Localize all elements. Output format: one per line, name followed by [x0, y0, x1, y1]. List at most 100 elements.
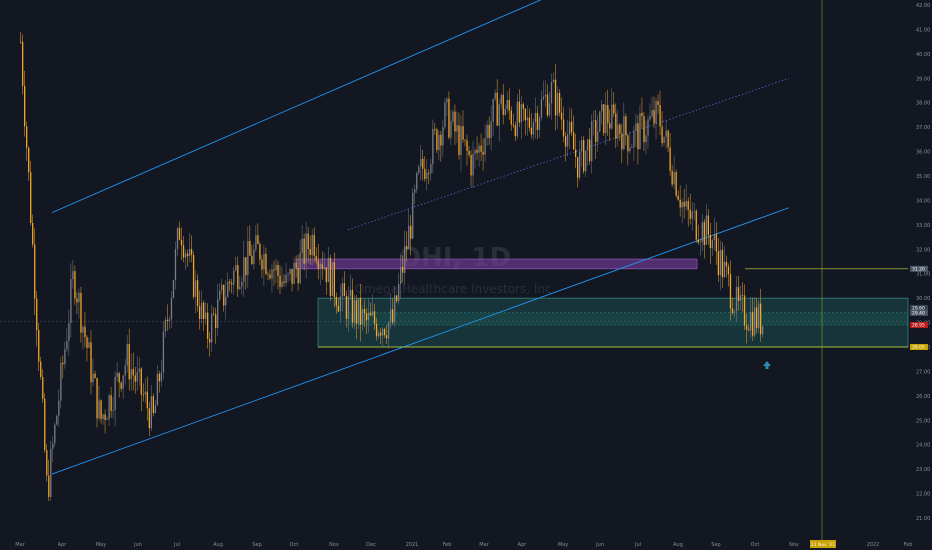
- candle: [32, 214, 34, 248]
- candle: [339, 284, 342, 324]
- candle: [207, 303, 209, 349]
- candle: [361, 305, 364, 331]
- candle: [508, 88, 510, 120]
- candle: [478, 142, 480, 168]
- candle: [603, 103, 605, 136]
- candle: [279, 265, 281, 295]
- price-tag: 28.00: [910, 344, 928, 351]
- price-tag: 31.20: [910, 265, 928, 272]
- y-tick-label: 36.00: [916, 150, 930, 156]
- candle: [144, 378, 146, 404]
- candle: [530, 112, 533, 139]
- y-tick-label: 31.00: [916, 272, 930, 278]
- candle: [589, 128, 591, 165]
- channel-upper-line: [51, 0, 542, 214]
- candle: [88, 337, 90, 349]
- candle: [544, 80, 547, 108]
- candle: [357, 297, 360, 329]
- candle: [731, 297, 734, 316]
- y-tick-label: 26.00: [916, 394, 930, 400]
- candle: [705, 204, 707, 245]
- x-tick-label: May: [558, 542, 568, 548]
- candle: [506, 91, 508, 114]
- candle: [418, 164, 420, 176]
- candle: [713, 217, 716, 251]
- candle: [514, 121, 516, 141]
- candle: [257, 223, 259, 245]
- candle: [570, 108, 573, 137]
- x-tick-label: Aug: [213, 542, 223, 548]
- candle: [162, 321, 165, 380]
- candle: [311, 228, 313, 266]
- candle: [231, 278, 233, 294]
- candle: [98, 385, 100, 421]
- candle: [653, 96, 655, 129]
- candle: [454, 104, 456, 146]
- watermark-company-name: Omega Healthcare Investors, Inc.: [355, 282, 556, 296]
- candle: [655, 97, 657, 140]
- candle: [377, 329, 380, 339]
- candle: [615, 103, 617, 148]
- candle: [383, 327, 386, 338]
- candle: [458, 112, 460, 160]
- candle: [68, 309, 70, 356]
- candle: [408, 209, 410, 250]
- candle: [677, 190, 679, 201]
- candle: [341, 278, 344, 312]
- candle: [442, 120, 444, 157]
- candle: [709, 222, 712, 264]
- candle: [550, 73, 553, 120]
- candle: [273, 260, 275, 286]
- y-axis[interactable]: 42.00 41.00 40.00 39.00 38.00 37.00 36.00 35.00…: [916, 3, 930, 522]
- candle: [749, 296, 752, 338]
- x-tick-label: Sep: [252, 542, 261, 548]
- candle: [245, 257, 247, 290]
- candle: [757, 300, 760, 334]
- price-tag-label: 29.60: [912, 306, 925, 312]
- candle: [198, 290, 201, 330]
- candle: [323, 252, 325, 271]
- candle: [329, 254, 331, 301]
- candle: [639, 105, 641, 150]
- candle: [542, 80, 545, 101]
- candle: [599, 110, 601, 133]
- cursor-date-text: 11 Nov '21: [811, 542, 835, 548]
- y-tick-label: 41.00: [916, 27, 930, 33]
- candle: [114, 371, 116, 427]
- candle: [400, 254, 402, 299]
- candle: [601, 99, 603, 125]
- x-tick-label: 2021: [406, 542, 419, 548]
- candle: [715, 221, 718, 265]
- candle: [229, 279, 231, 292]
- x-tick-label: Nov: [329, 542, 339, 548]
- candle: [595, 109, 597, 159]
- candle: [651, 96, 653, 119]
- candle: [436, 127, 438, 154]
- candle: [74, 265, 76, 305]
- candle: [345, 290, 348, 328]
- candle: [761, 325, 764, 338]
- candle: [174, 241, 177, 290]
- x-axis[interactable]: Mar Apr May Jun Jul Aug Sep Oct Nov Dec 2021 Feb Mar…: [15, 542, 912, 548]
- candle: [164, 316, 167, 338]
- candle: [259, 241, 261, 266]
- candle: [659, 90, 661, 136]
- candle: [90, 330, 92, 395]
- cursor-date-label: 11 Nov '21: [810, 540, 836, 548]
- candle: [558, 88, 561, 117]
- candle: [424, 156, 426, 182]
- candle: [367, 298, 370, 333]
- candle: [412, 188, 414, 240]
- candle: [444, 98, 446, 130]
- candle: [106, 416, 108, 420]
- candle: [132, 352, 134, 391]
- candle: [96, 377, 98, 428]
- y-tick-label: 38.00: [916, 101, 930, 107]
- candle: [351, 278, 354, 328]
- candle: [673, 155, 675, 190]
- candle: [369, 302, 372, 317]
- candle: [448, 91, 450, 140]
